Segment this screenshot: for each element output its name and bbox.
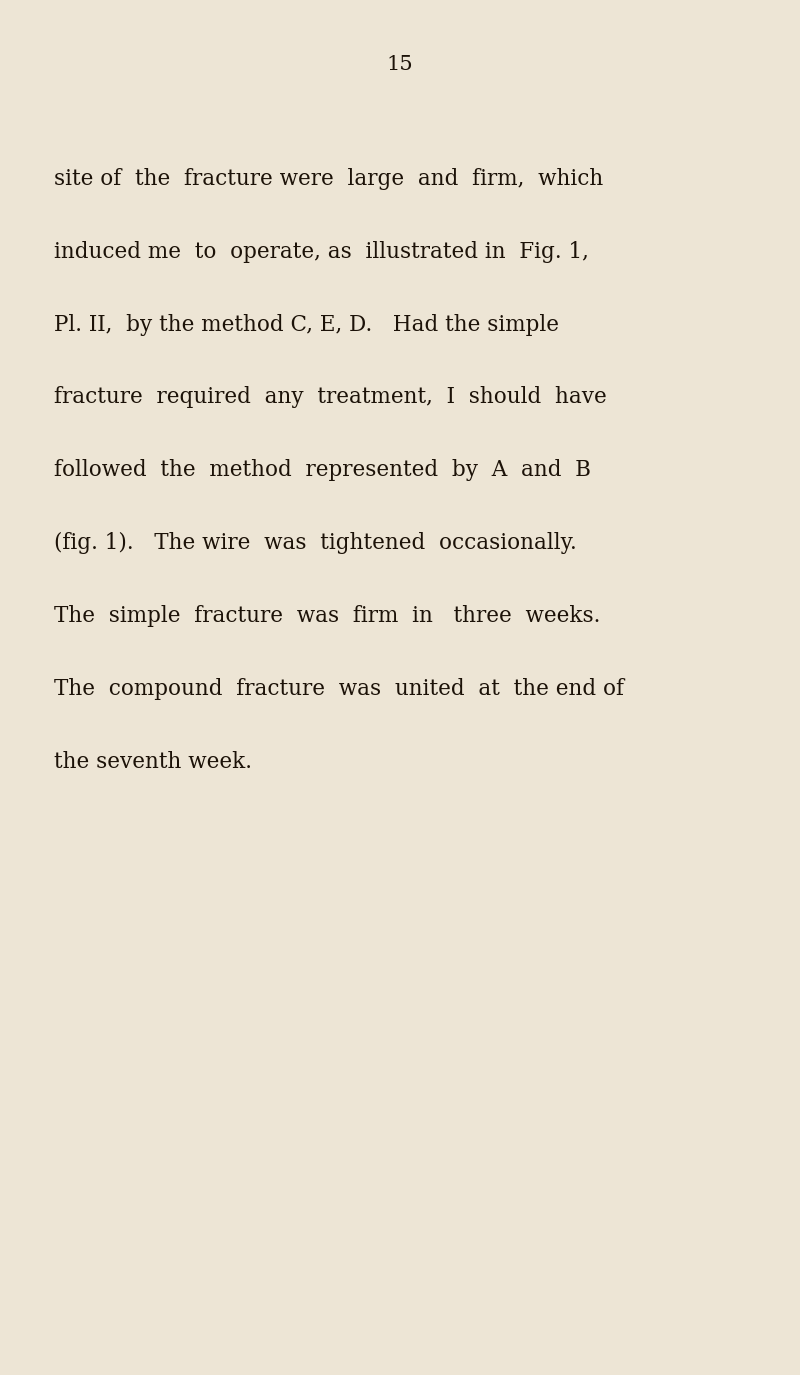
Text: The  compound  fracture  was  united  at  the end of: The compound fracture was united at the … [54, 678, 624, 700]
Text: fracture  required  any  treatment,  I  should  have: fracture required any treatment, I shoul… [54, 386, 607, 408]
Text: 15: 15 [386, 55, 414, 74]
Text: (fig. 1).   The wire  was  tightened  occasionally.: (fig. 1). The wire was tightened occasio… [54, 532, 577, 554]
Text: the seventh week.: the seventh week. [54, 751, 253, 773]
Text: induced me  to  operate, as  illustrated in  Fig. 1,: induced me to operate, as illustrated in… [54, 241, 590, 263]
Text: followed  the  method  represented  by  A  and  B: followed the method represented by A and… [54, 459, 591, 481]
Text: Pl. II,  by the method C, E, D.   Had the simple: Pl. II, by the method C, E, D. Had the s… [54, 314, 559, 336]
Text: The  simple  fracture  was  firm  in   three  weeks.: The simple fracture was firm in three we… [54, 605, 601, 627]
Text: site of  the  fracture were  large  and  firm,  which: site of the fracture were large and firm… [54, 168, 604, 190]
